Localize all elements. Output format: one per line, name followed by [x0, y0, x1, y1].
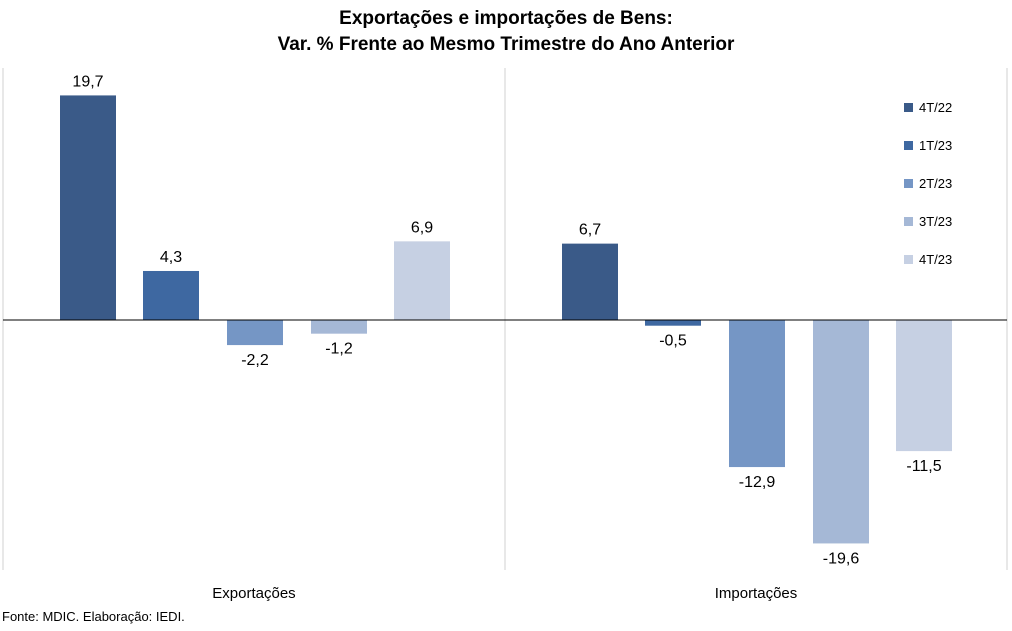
- legend-item: 3T/23: [904, 202, 994, 240]
- legend-item: 2T/23: [904, 164, 994, 202]
- chart-title: Exportações e importações de Bens: Var. …: [0, 6, 1012, 58]
- chart-legend: 4T/22 1T/23 2T/23 3T/23 4T/23: [904, 88, 994, 278]
- category-label: Exportações: [212, 585, 295, 602]
- legend-swatch: [904, 216, 913, 226]
- bar-4T-22-exportacoes: [60, 95, 116, 320]
- bar-1T-23-importacoes: [645, 320, 701, 326]
- data-label: -2,2: [241, 352, 269, 369]
- legend-swatch: [904, 102, 913, 112]
- bar-4T-23-importacoes: [896, 320, 952, 452]
- legend-item: 1T/23: [904, 126, 994, 164]
- bar-4T-23-exportacoes: [394, 241, 450, 320]
- legend-label: 4T/22: [919, 99, 953, 115]
- bar-2T-23-exportacoes: [227, 320, 283, 346]
- data-label: -0,5: [659, 333, 687, 350]
- legend-item: 4T/22: [904, 88, 994, 126]
- data-label: 6,9: [411, 219, 433, 236]
- legend-label: 4T/23: [919, 251, 953, 267]
- legend-label: 2T/23: [919, 175, 953, 191]
- bar-3T-23-importacoes: [813, 320, 869, 544]
- chart-title-line2: Var. % Frente ao Mesmo Trimestre do Ano …: [277, 34, 735, 55]
- legend-item: 4T/23: [904, 240, 994, 278]
- category-label: Importações: [715, 585, 798, 602]
- legend-swatch: [904, 178, 913, 188]
- data-label: -11,5: [906, 458, 941, 475]
- data-label: -1,2: [325, 341, 353, 358]
- bar-1T-23-exportacoes: [143, 270, 199, 320]
- data-label: 4,3: [160, 249, 182, 266]
- data-label: 6,7: [579, 222, 601, 239]
- data-label: -12,9: [739, 474, 776, 491]
- bar-2T-23-importacoes: [729, 320, 785, 468]
- data-label: 19,7: [72, 73, 103, 90]
- legend-label: 3T/23: [919, 213, 953, 229]
- source-note: Fonte: MDIC. Elaboração: IEDI.: [2, 609, 185, 624]
- chart-title-line1: Exportações e importações de Bens:: [339, 8, 673, 29]
- legend-swatch: [904, 254, 913, 264]
- legend-swatch: [904, 140, 913, 150]
- legend-label: 1T/23: [919, 137, 953, 153]
- data-label: -19,6: [823, 550, 860, 567]
- bar-3T-23-exportacoes: [311, 320, 367, 334]
- bar-4T-22-importacoes: [562, 243, 618, 320]
